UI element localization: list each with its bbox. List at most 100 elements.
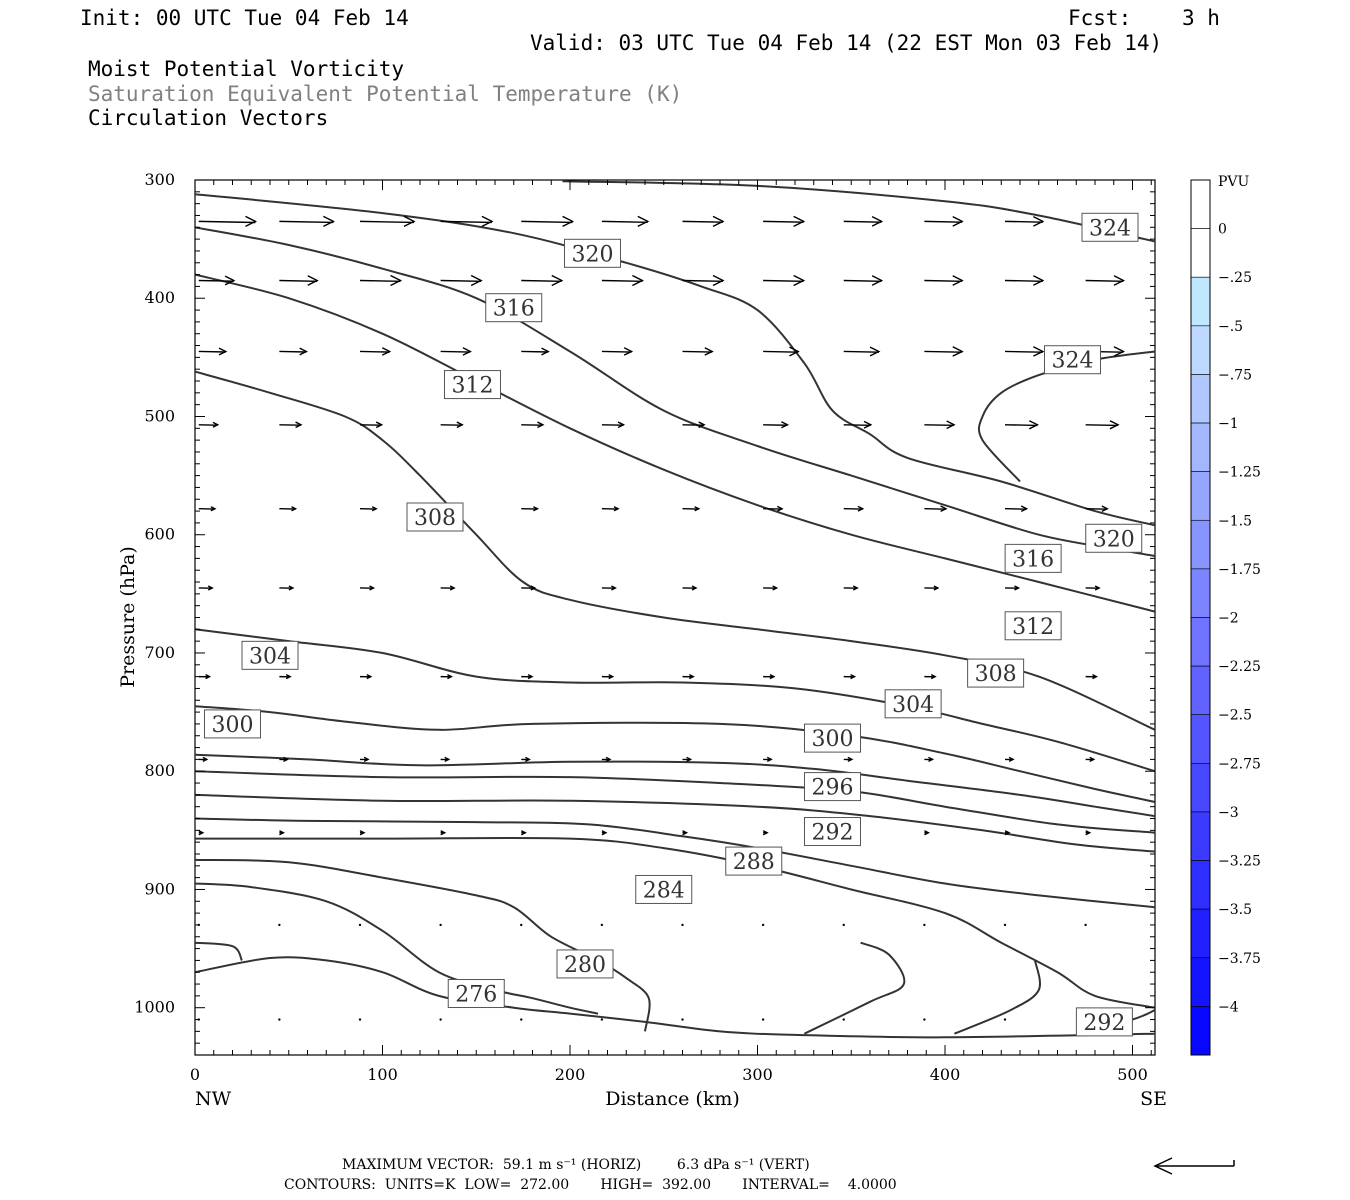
svg-text:300: 300 (212, 713, 254, 738)
circulation-vector (358, 923, 362, 927)
y-tick-label: 800 (144, 761, 175, 780)
x-tick-label: 100 (367, 1065, 398, 1084)
circulation-vector (600, 1018, 604, 1021)
circulation-vector (279, 275, 319, 286)
svg-text:304: 304 (892, 693, 934, 718)
circulation-vector (440, 830, 447, 836)
circulation-vector (924, 275, 964, 286)
valid-time: Valid: 03 UTC Tue 04 Feb 14 (22 EST Mon … (530, 31, 1163, 55)
circulation-vector (359, 215, 416, 228)
theta-contour (195, 836, 1155, 1009)
theta-contour (954, 960, 1041, 1035)
circulation-vector (1004, 346, 1045, 357)
circulation-vector (521, 585, 537, 591)
circulation-vector (1004, 756, 1015, 763)
circulation-vector (601, 506, 620, 512)
svg-text:292: 292 (812, 821, 854, 846)
circulation-vector (359, 274, 403, 287)
circulation-vector (1085, 420, 1120, 430)
svg-text:324: 324 (1052, 349, 1094, 374)
svg-text:316: 316 (493, 297, 535, 322)
circulation-vector (924, 673, 937, 680)
nw-end-label: NW (195, 1088, 232, 1110)
circulation-vector (198, 506, 217, 512)
circulation-vector (521, 756, 531, 763)
circulation-vector (682, 421, 706, 429)
svg-text:288: 288 (733, 850, 775, 875)
circulation-vector (358, 1018, 362, 1021)
circulation-vector (763, 215, 806, 228)
colorbar-swatch (1190, 860, 1211, 910)
contour-label: 316 (1004, 543, 1062, 573)
y-tick-label: 600 (144, 525, 175, 544)
colorbar-swatch (1190, 422, 1211, 472)
circulation-vector (681, 1018, 684, 1021)
contour-info-note: CONTOURS: UNITS=K LOW= 272.00 HIGH= 392.… (284, 1177, 897, 1193)
circulation-vector (198, 215, 258, 228)
circulation-vector (1004, 505, 1029, 513)
colorbar-label: −1.75 (1218, 562, 1261, 578)
init-time: Init: 00 UTC Tue 04 Feb 14 (80, 6, 409, 30)
colorbar-label: −3.75 (1218, 951, 1261, 967)
colorbar-swatch (1190, 908, 1211, 959)
colorbar-label: −1.25 (1218, 465, 1261, 481)
circulation-vector (682, 585, 698, 591)
colorbar-swatch (1190, 957, 1211, 1007)
circulation-vector (924, 756, 935, 763)
circulation-vector (763, 505, 784, 512)
theta-contour (195, 226, 1155, 557)
circulation-vector (279, 756, 290, 763)
circulation-vector (278, 1018, 281, 1021)
circulation-vector (521, 506, 540, 512)
circulation-vector (682, 274, 725, 287)
circulation-vector (1085, 756, 1096, 763)
colorbar-swatch (1190, 471, 1211, 521)
colorbar-label: −1 (1218, 416, 1239, 432)
circulation-vector (520, 923, 523, 927)
circulation-vector (681, 923, 684, 927)
y-tick-label: 700 (144, 643, 175, 662)
circulation-vector (279, 585, 295, 591)
x-tick-label: 300 (742, 1065, 773, 1084)
se-end-label: SE (1140, 1088, 1167, 1110)
circulation-vector (439, 923, 442, 927)
circulation-vector (1004, 216, 1045, 227)
theta-contour (195, 370, 1155, 731)
colorbar-swatch (1190, 811, 1211, 861)
circulation-vector (924, 346, 964, 357)
circulation-vector (601, 347, 634, 356)
forecast-label: Fcst: (1068, 6, 1132, 30)
theta-contour (195, 753, 1155, 818)
theta-contour (195, 705, 1155, 803)
svg-text:324: 324 (1089, 216, 1131, 241)
colorbar-swatch (1190, 276, 1211, 327)
circulation-vector (763, 346, 800, 357)
y-axis-label: Pressure (hPa) (117, 546, 139, 688)
contour-label: 308 (406, 502, 464, 532)
circulation-vector (279, 215, 335, 228)
x-tick-label: 500 (1117, 1065, 1148, 1084)
circulation-vector (359, 347, 392, 356)
svg-text:276: 276 (455, 983, 497, 1008)
circulation-vector (763, 756, 773, 763)
circulation-vector (682, 830, 689, 836)
circulation-vector (440, 756, 451, 763)
circulation-vector (843, 275, 884, 286)
colorbar-swatch (1190, 179, 1211, 229)
colorbar-label: −2 (1218, 611, 1239, 627)
x-axis-label: Distance (km) (605, 1088, 740, 1110)
circulation-vector (1085, 505, 1109, 513)
circulation-vector (1004, 420, 1039, 430)
theta-contour (803, 941, 906, 1035)
circulation-vector (521, 274, 564, 287)
contour-label: 320 (1085, 523, 1143, 553)
circulation-vector (682, 673, 695, 680)
circulation-vector (1004, 830, 1011, 836)
colorbar-label: −3.25 (1218, 854, 1261, 870)
circulation-vector (600, 923, 604, 927)
contour-label: 284 (635, 874, 693, 904)
circulation-vector (440, 347, 472, 356)
circulation-vector (843, 346, 881, 357)
circulation-vector (1085, 673, 1098, 680)
